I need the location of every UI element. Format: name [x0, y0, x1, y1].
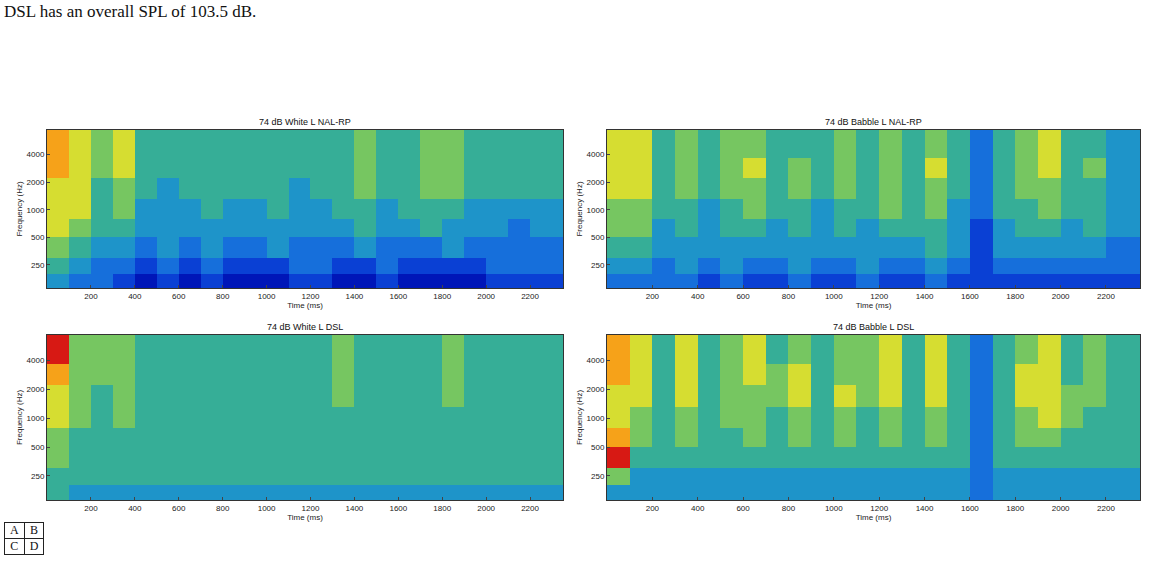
svg-text:500: 500: [591, 233, 605, 242]
svg-text:200: 200: [646, 504, 660, 513]
svg-text:500: 500: [31, 443, 45, 452]
svg-text:1000: 1000: [825, 292, 843, 301]
svg-text:4000: 4000: [587, 356, 605, 365]
svg-text:2200: 2200: [521, 504, 539, 513]
svg-text:Frequency (Hz): Frequency (Hz): [15, 181, 24, 236]
svg-text:1800: 1800: [433, 292, 451, 301]
svg-text:1600: 1600: [389, 504, 407, 513]
svg-text:1800: 1800: [1006, 292, 1024, 301]
svg-text:1400: 1400: [346, 504, 364, 513]
svg-text:1400: 1400: [346, 292, 364, 301]
html-text:B: B: [30, 523, 38, 537]
svg-text:Frequency (Hz): Frequency (Hz): [575, 181, 584, 236]
svg-text:1000: 1000: [258, 504, 276, 513]
svg-text:74 dB White L NAL-RP: 74 dB White L NAL-RP: [259, 117, 351, 127]
svg-text:1000: 1000: [27, 414, 45, 423]
svg-text:250: 250: [591, 472, 605, 481]
svg-text:1400: 1400: [916, 292, 934, 301]
svg-text:1200: 1200: [870, 292, 888, 301]
svg-text:4000: 4000: [27, 150, 45, 159]
svg-text:600: 600: [736, 292, 750, 301]
svg-text:Time (ms): Time (ms): [287, 513, 323, 522]
svg-text:1000: 1000: [258, 292, 276, 301]
svg-text:2200: 2200: [1097, 292, 1115, 301]
svg-text:2000: 2000: [1052, 504, 1070, 513]
svg-text:2000: 2000: [587, 385, 605, 394]
svg-text:2200: 2200: [1097, 504, 1115, 513]
svg-text:600: 600: [172, 292, 186, 301]
svg-text:1800: 1800: [433, 504, 451, 513]
svg-text:1600: 1600: [961, 504, 979, 513]
svg-text:200: 200: [84, 504, 98, 513]
svg-text:400: 400: [691, 504, 705, 513]
svg-text:1000: 1000: [825, 504, 843, 513]
svg-text:1000: 1000: [27, 206, 45, 215]
svg-text:Time (ms): Time (ms): [856, 301, 892, 310]
svg-text:Time (ms): Time (ms): [287, 301, 323, 310]
svg-text:600: 600: [172, 504, 186, 513]
svg-text:200: 200: [84, 292, 98, 301]
svg-text:74 dB Babble L DSL: 74 dB Babble L DSL: [833, 322, 914, 332]
svg-text:1200: 1200: [870, 504, 888, 513]
svg-text:2000: 2000: [27, 178, 45, 187]
svg-text:400: 400: [128, 504, 142, 513]
svg-text:2000: 2000: [477, 292, 495, 301]
svg-text:800: 800: [782, 292, 796, 301]
svg-text:1000: 1000: [587, 414, 605, 423]
svg-text:Time (ms): Time (ms): [856, 513, 892, 522]
svg-text:250: 250: [31, 472, 45, 481]
svg-text:2000: 2000: [27, 385, 45, 394]
svg-text:1600: 1600: [389, 292, 407, 301]
svg-text:800: 800: [216, 504, 230, 513]
svg-text:2000: 2000: [587, 178, 605, 187]
svg-text:250: 250: [31, 261, 45, 270]
svg-text:200: 200: [646, 292, 660, 301]
svg-text:1600: 1600: [961, 292, 979, 301]
svg-text:1800: 1800: [1006, 504, 1024, 513]
html-text:DSL has an overall SPL of 103.: DSL has an overall SPL of 103.5 dB.: [4, 2, 257, 21]
svg-text:250: 250: [591, 261, 605, 270]
svg-text:2200: 2200: [521, 292, 539, 301]
svg-text:4000: 4000: [587, 150, 605, 159]
svg-text:1200: 1200: [302, 504, 320, 513]
svg-text:500: 500: [31, 233, 45, 242]
svg-text:600: 600: [736, 504, 750, 513]
svg-text:800: 800: [216, 292, 230, 301]
svg-text:74 dB Babble L NAL-RP: 74 dB Babble L NAL-RP: [825, 117, 922, 127]
html-text:C: C: [10, 539, 19, 553]
svg-text:800: 800: [782, 504, 796, 513]
html-text:A: A: [10, 523, 19, 537]
html-text:D: D: [29, 539, 39, 553]
svg-text:2000: 2000: [477, 504, 495, 513]
svg-text:1400: 1400: [916, 504, 934, 513]
svg-text:1000: 1000: [587, 206, 605, 215]
svg-text:400: 400: [128, 292, 142, 301]
svg-text:1200: 1200: [302, 292, 320, 301]
svg-text:Frequency (Hz): Frequency (Hz): [575, 390, 584, 445]
svg-text:4000: 4000: [27, 356, 45, 365]
svg-text:500: 500: [591, 443, 605, 452]
svg-text:400: 400: [691, 292, 705, 301]
svg-text:Frequency (Hz): Frequency (Hz): [15, 390, 24, 445]
svg-text:74 dB White L DSL: 74 dB White L DSL: [267, 322, 343, 332]
svg-text:2000: 2000: [1052, 292, 1070, 301]
